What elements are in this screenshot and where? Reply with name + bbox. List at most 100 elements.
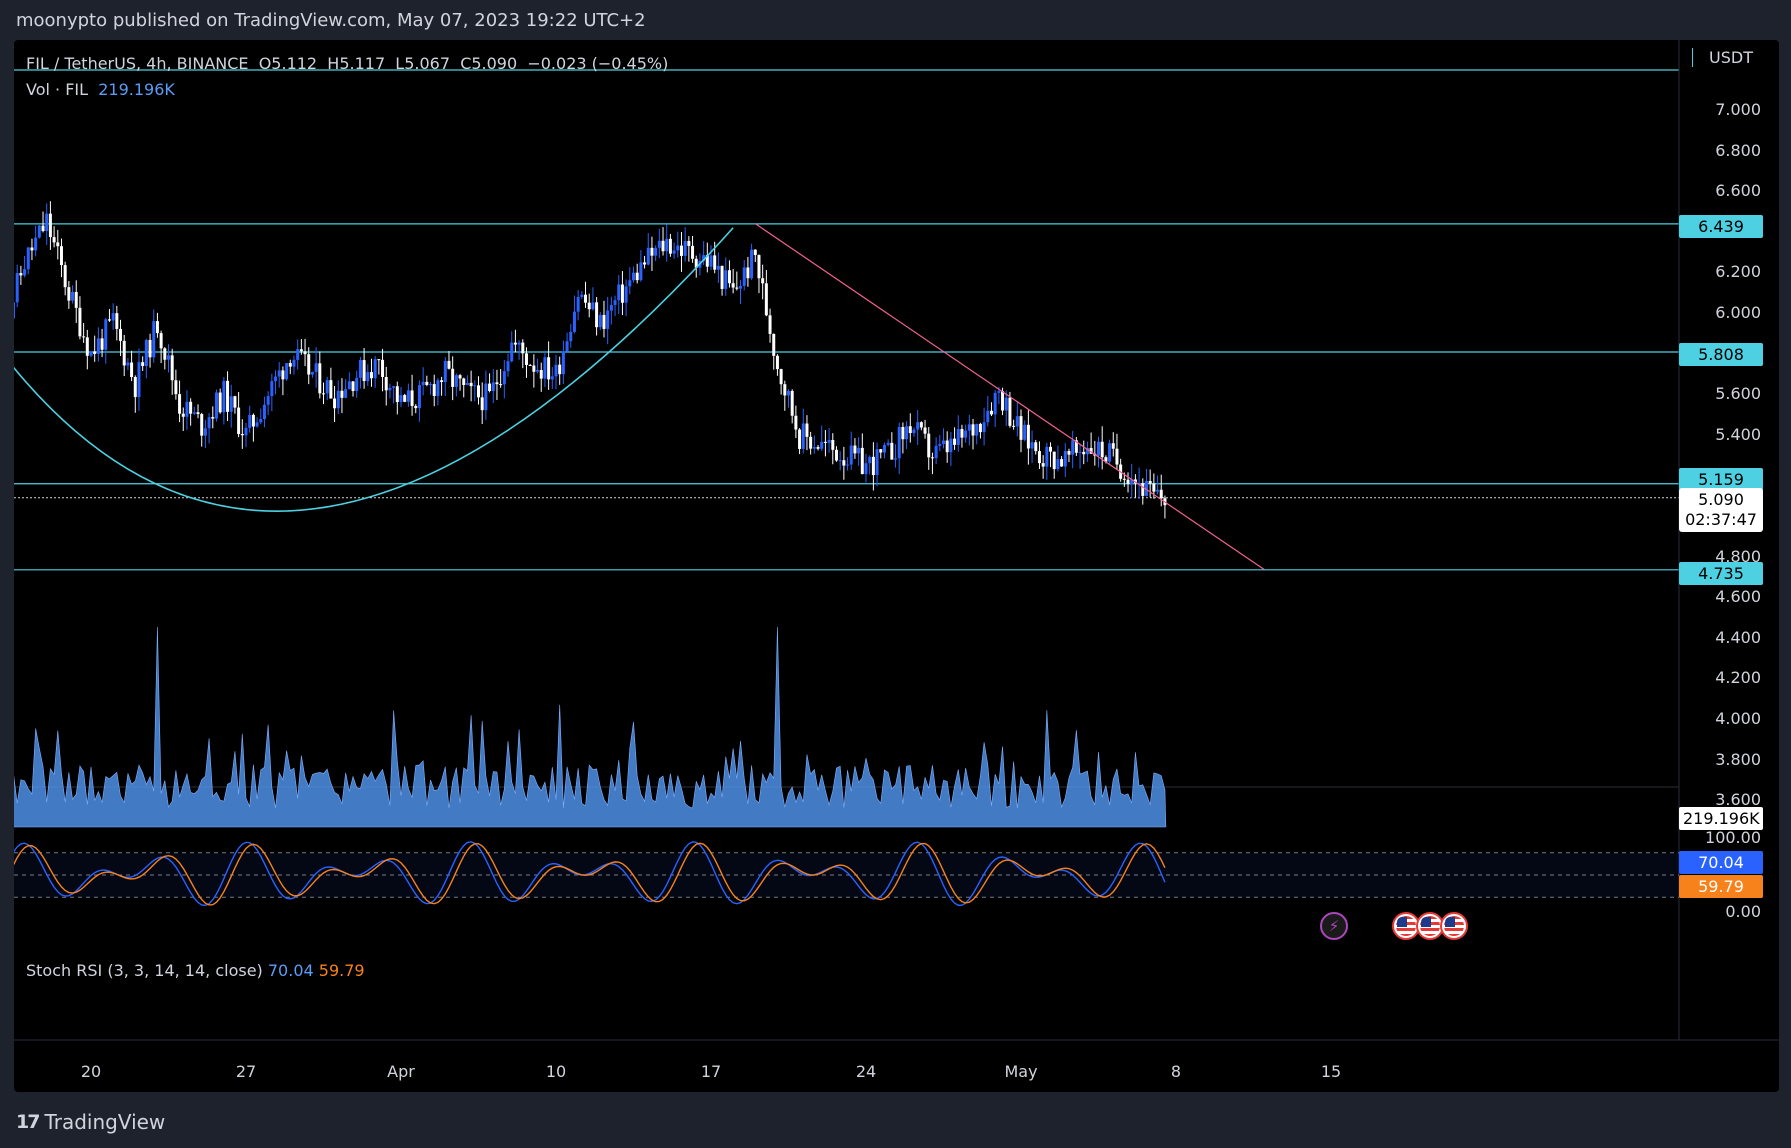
candle-body[interactable] bbox=[196, 412, 200, 415]
candle-body[interactable] bbox=[307, 354, 311, 375]
candle-body[interactable] bbox=[702, 255, 706, 262]
candle-body[interactable] bbox=[288, 363, 292, 367]
candle-body[interactable] bbox=[727, 270, 731, 284]
candle-body[interactable] bbox=[709, 255, 713, 267]
candle-body[interactable] bbox=[550, 376, 554, 380]
candle-body[interactable] bbox=[679, 245, 683, 256]
candle-body[interactable] bbox=[643, 262, 647, 265]
candle-body[interactable] bbox=[554, 364, 558, 377]
candle-body[interactable] bbox=[632, 272, 635, 281]
candle-body[interactable] bbox=[465, 382, 469, 385]
candle-body[interactable] bbox=[543, 357, 547, 379]
candle-body[interactable] bbox=[1023, 424, 1027, 440]
candle-body[interactable] bbox=[266, 396, 270, 405]
candle-body[interactable] bbox=[1004, 397, 1008, 411]
candle-body[interactable] bbox=[558, 364, 562, 375]
candle-body[interactable] bbox=[569, 331, 573, 342]
candle-body[interactable] bbox=[986, 410, 990, 423]
candle-body[interactable] bbox=[521, 342, 525, 354]
candle-body[interactable] bbox=[425, 381, 429, 385]
candle-body[interactable] bbox=[1041, 463, 1045, 467]
candle-body[interactable] bbox=[381, 359, 385, 378]
candle-body[interactable] bbox=[1144, 480, 1148, 496]
candle-body[interactable] bbox=[41, 225, 45, 232]
candle-body[interactable] bbox=[757, 255, 761, 279]
candle-body[interactable] bbox=[410, 390, 414, 406]
candle-body[interactable] bbox=[192, 412, 196, 414]
candle-body[interactable] bbox=[222, 380, 226, 413]
candle-body[interactable] bbox=[248, 414, 252, 428]
candle-body[interactable] bbox=[366, 372, 370, 382]
candle-body[interactable] bbox=[923, 427, 927, 434]
candle-body[interactable] bbox=[779, 369, 783, 385]
candle-body[interactable] bbox=[403, 395, 407, 402]
candle-body[interactable] bbox=[1063, 451, 1067, 467]
candle-body[interactable] bbox=[834, 449, 838, 461]
candle-body[interactable] bbox=[233, 396, 237, 408]
candle-body[interactable] bbox=[1159, 489, 1163, 499]
candle-body[interactable] bbox=[905, 426, 909, 440]
candle-body[interactable] bbox=[750, 249, 754, 279]
candle-body[interactable] bbox=[347, 381, 351, 390]
candle-body[interactable] bbox=[1130, 479, 1134, 484]
candle-body[interactable] bbox=[831, 439, 835, 450]
candle-body[interactable] bbox=[251, 414, 255, 427]
candle-body[interactable] bbox=[388, 387, 392, 391]
candle-body[interactable] bbox=[277, 370, 281, 377]
candle-body[interactable] bbox=[993, 392, 997, 415]
candle-body[interactable] bbox=[218, 392, 222, 413]
candle-body[interactable] bbox=[469, 382, 473, 387]
candle-body[interactable] bbox=[329, 380, 333, 399]
candle-body[interactable] bbox=[591, 302, 595, 310]
candle-body[interactable] bbox=[244, 427, 248, 436]
candle-body[interactable] bbox=[126, 362, 130, 366]
candle-body[interactable] bbox=[240, 434, 244, 436]
candle-body[interactable] bbox=[1026, 424, 1030, 449]
candle-body[interactable] bbox=[417, 385, 421, 409]
candle-body[interactable] bbox=[63, 265, 67, 288]
candle-body[interactable] bbox=[908, 426, 912, 434]
candle-body[interactable] bbox=[790, 390, 794, 416]
candle-body[interactable] bbox=[37, 225, 41, 238]
candle-body[interactable] bbox=[281, 370, 285, 380]
candle-body[interactable] bbox=[1089, 447, 1093, 454]
candle-body[interactable] bbox=[314, 363, 318, 373]
candle-body[interactable] bbox=[270, 381, 274, 397]
candle-body[interactable] bbox=[355, 377, 359, 392]
candle-body[interactable] bbox=[67, 287, 71, 301]
candle-body[interactable] bbox=[805, 423, 809, 437]
candle-body[interactable] bbox=[956, 429, 960, 445]
candle-body[interactable] bbox=[237, 407, 241, 435]
candle-body[interactable] bbox=[1100, 441, 1104, 458]
volume-area[interactable] bbox=[14, 626, 1167, 828]
candle-body[interactable] bbox=[15, 273, 19, 303]
candle-body[interactable] bbox=[694, 258, 698, 268]
candle-body[interactable] bbox=[657, 240, 661, 248]
candle-body[interactable] bbox=[495, 382, 499, 385]
candle-body[interactable] bbox=[1148, 480, 1152, 484]
candle-body[interactable] bbox=[820, 441, 824, 449]
candle-body[interactable] bbox=[857, 447, 861, 454]
candle-body[interactable] bbox=[809, 436, 813, 449]
candle-body[interactable] bbox=[454, 375, 458, 387]
candle-body[interactable] bbox=[764, 283, 768, 316]
candle-body[interactable] bbox=[443, 360, 447, 383]
candle-body[interactable] bbox=[635, 272, 639, 281]
candle-body[interactable] bbox=[875, 449, 879, 476]
candle-body[interactable] bbox=[513, 342, 517, 345]
candle-body[interactable] bbox=[871, 456, 875, 476]
candle-body[interactable] bbox=[373, 359, 377, 379]
us-flag-event-icon[interactable] bbox=[1440, 912, 1468, 940]
candle-body[interactable] bbox=[211, 417, 215, 419]
candle-body[interactable] bbox=[510, 342, 514, 362]
candle-body[interactable] bbox=[753, 249, 757, 256]
candle-body[interactable] bbox=[668, 238, 672, 254]
candle-body[interactable] bbox=[953, 438, 957, 445]
candle-body[interactable] bbox=[842, 460, 846, 466]
candle-body[interactable] bbox=[1012, 425, 1016, 427]
candle-body[interactable] bbox=[868, 456, 872, 464]
candle-body[interactable] bbox=[292, 359, 296, 367]
candle-body[interactable] bbox=[358, 360, 362, 378]
candle-body[interactable] bbox=[1085, 447, 1089, 455]
candle-body[interactable] bbox=[524, 353, 528, 365]
